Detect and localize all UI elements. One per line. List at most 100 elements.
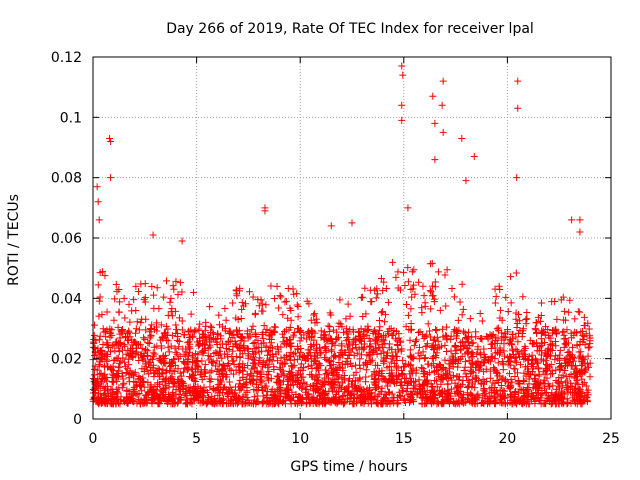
data-point [404, 311, 412, 319]
data-point [389, 258, 397, 266]
data-point [128, 397, 136, 405]
data-point [355, 333, 363, 341]
data-point [504, 357, 512, 365]
data-point [494, 334, 502, 342]
data-point [569, 393, 577, 401]
data-point [201, 346, 209, 354]
data-point [221, 350, 229, 358]
data-point [178, 237, 186, 245]
data-point [116, 400, 124, 408]
data-point [579, 380, 587, 388]
data-point [320, 332, 328, 340]
data-point [266, 343, 274, 351]
data-point [464, 339, 472, 347]
data-point [495, 282, 503, 290]
data-point [379, 308, 387, 316]
data-point [253, 368, 261, 376]
data-point [501, 334, 509, 342]
data-point [537, 317, 545, 325]
data-point [350, 390, 358, 398]
data-point [443, 266, 451, 274]
data-point [285, 393, 293, 401]
data-point [380, 359, 388, 367]
data-point [136, 351, 144, 359]
data-point [412, 336, 420, 344]
data-point [477, 361, 485, 369]
data-point [122, 363, 130, 371]
x-tick-label: 5 [192, 431, 201, 447]
data-point [293, 301, 301, 309]
data-point [221, 304, 229, 312]
data-point [120, 358, 128, 366]
data-point [435, 343, 443, 351]
data-point [484, 333, 492, 341]
data-point [313, 365, 321, 373]
data-point [578, 398, 586, 406]
data-point [91, 321, 99, 329]
data-point [163, 277, 171, 285]
data-point [509, 335, 517, 343]
data-point [575, 348, 583, 356]
data-point [531, 376, 539, 384]
data-point [184, 366, 192, 374]
data-point [169, 390, 177, 398]
data-point [404, 204, 412, 212]
data-point [100, 328, 108, 336]
data-point [124, 346, 132, 354]
data-point [499, 387, 507, 395]
data-point [213, 368, 221, 376]
data-point [430, 298, 438, 306]
data-point [135, 326, 143, 334]
data-point [542, 323, 550, 331]
data-point [576, 228, 584, 236]
data-point [564, 359, 572, 367]
data-point [494, 372, 502, 380]
data-point [405, 326, 413, 334]
data-point [307, 355, 315, 363]
data-point [225, 337, 233, 345]
data-point [229, 299, 237, 307]
data-point [323, 369, 331, 377]
data-point [218, 340, 226, 348]
data-point [439, 365, 447, 373]
data-point [286, 323, 294, 331]
data-point [562, 316, 570, 324]
data-point [264, 351, 272, 359]
y-tick-label: 0.08 [51, 171, 82, 187]
data-point [409, 364, 417, 372]
data-point [159, 386, 167, 394]
data-point [576, 216, 584, 224]
data-point [148, 321, 156, 329]
data-point [228, 399, 236, 407]
data-point [148, 282, 156, 290]
data-point [458, 280, 466, 288]
data-point [335, 393, 343, 401]
data-point [96, 399, 104, 407]
data-point [234, 331, 242, 339]
data-point [420, 334, 428, 342]
data-point [125, 300, 133, 308]
data-point [226, 328, 234, 336]
data-point [439, 325, 447, 333]
data-point [511, 372, 519, 380]
data-point [330, 352, 338, 360]
data-point [185, 343, 193, 351]
data-point [443, 323, 451, 331]
data-point [579, 327, 587, 335]
data-point [566, 296, 574, 304]
data-point [378, 397, 386, 405]
data-point [534, 390, 542, 398]
data-point [325, 356, 333, 364]
data-point [283, 356, 291, 364]
data-point [254, 386, 262, 394]
data-point [506, 390, 514, 398]
data-point [258, 300, 266, 308]
data-point [321, 354, 329, 362]
data-point [224, 361, 232, 369]
data-point [244, 345, 252, 353]
data-point [230, 370, 238, 378]
data-point [144, 339, 152, 347]
data-point [433, 326, 441, 334]
data-point [503, 326, 511, 334]
data-point [344, 354, 352, 362]
